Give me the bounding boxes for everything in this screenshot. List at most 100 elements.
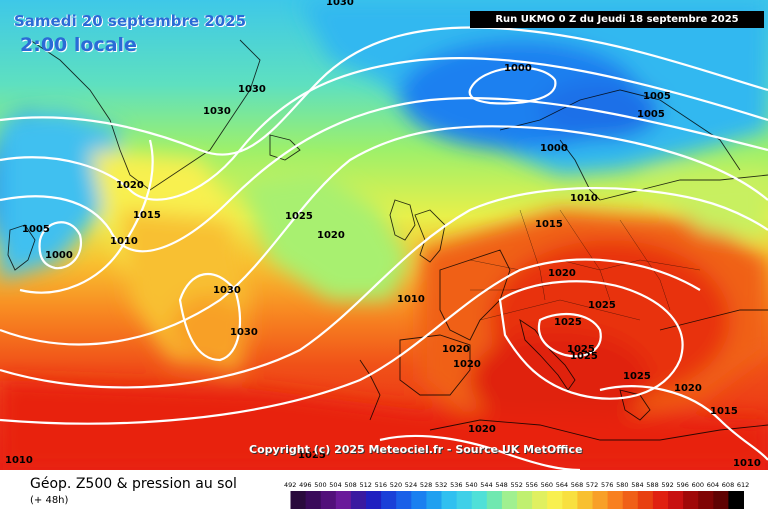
scale-label: 536 bbox=[450, 481, 462, 489]
legend-subtitle: (+ 48h) bbox=[30, 495, 69, 506]
pressure-label: 1025 bbox=[623, 371, 651, 382]
pressure-label: 1025 bbox=[298, 450, 326, 461]
scale-label: 492 bbox=[284, 481, 296, 489]
scale-swatch bbox=[456, 491, 473, 509]
pressure-label: 1005 bbox=[643, 91, 671, 102]
pressure-label: 1025 bbox=[285, 211, 313, 222]
pressure-label: 1030 bbox=[203, 106, 231, 117]
weather-map: 1030 1030 1030 1020 1015 1005 1000 1010 … bbox=[0, 0, 768, 470]
scale-swatch bbox=[547, 491, 563, 509]
scale-label: 600 bbox=[692, 481, 704, 489]
scale-label: 524 bbox=[405, 481, 417, 489]
scale-swatch bbox=[426, 491, 442, 509]
pressure-label: 1025 bbox=[554, 317, 582, 328]
pressure-label: 1015 bbox=[710, 406, 738, 417]
legend-footer: Géop. Z500 & pression au sol (+ 48h) 492… bbox=[0, 470, 768, 512]
scale-label: 504 bbox=[329, 481, 341, 489]
scale-label: 604 bbox=[707, 481, 719, 489]
scale-swatch bbox=[441, 491, 458, 509]
pressure-label: 1020 bbox=[453, 359, 481, 370]
scale-swatch bbox=[622, 491, 639, 509]
scale-label: 520 bbox=[390, 481, 402, 489]
borders bbox=[469, 209, 701, 321]
isobars bbox=[0, 26, 768, 470]
scale-label: 540 bbox=[465, 481, 477, 489]
scale-label: 568 bbox=[571, 481, 583, 489]
scale-swatch bbox=[683, 491, 699, 509]
pressure-label: 1010 bbox=[570, 193, 598, 204]
pressure-label: 1020 bbox=[548, 268, 576, 279]
scale-label: 608 bbox=[722, 481, 734, 489]
scale-swatch bbox=[728, 491, 744, 509]
scale-label: 612 bbox=[737, 481, 749, 489]
scale-label: 556 bbox=[526, 481, 538, 489]
scale-swatch bbox=[290, 491, 307, 509]
scale-swatch bbox=[562, 491, 578, 509]
pressure-label: 1000 bbox=[45, 250, 73, 261]
scale-swatch bbox=[366, 491, 382, 509]
pressure-label: 1025 bbox=[567, 344, 595, 355]
pressure-label: 1020 bbox=[674, 383, 702, 394]
pressure-label: 1030 bbox=[238, 84, 266, 95]
scale-swatch bbox=[501, 491, 518, 509]
scale-label: 512 bbox=[360, 481, 372, 489]
scale-swatch bbox=[411, 491, 427, 509]
scale-swatch bbox=[668, 491, 684, 509]
scale-swatch bbox=[637, 491, 654, 509]
scale-label: 516 bbox=[375, 481, 387, 489]
scale-label: 588 bbox=[646, 481, 658, 489]
forecast-time: 2:00 locale bbox=[20, 34, 137, 56]
scale-label: 576 bbox=[601, 481, 613, 489]
pressure-label: 1020 bbox=[317, 230, 345, 241]
scale-swatch bbox=[471, 491, 488, 509]
legend-title: Géop. Z500 & pression au sol bbox=[30, 476, 237, 492]
pressure-label: 1010 bbox=[397, 294, 425, 305]
pressure-label: 1020 bbox=[468, 424, 496, 435]
model-run-banner: Run UKMO 0 Z du Jeudi 18 septembre 2025 bbox=[470, 11, 764, 28]
pressure-label: 1030 bbox=[230, 327, 258, 338]
scale-swatch bbox=[381, 491, 397, 509]
scale-label: 548 bbox=[495, 481, 507, 489]
pressure-label: 1025 bbox=[570, 351, 598, 362]
scale-swatch bbox=[713, 491, 729, 509]
scale-swatch bbox=[396, 491, 412, 509]
scale-label: 572 bbox=[586, 481, 598, 489]
scale-label: 564 bbox=[556, 481, 568, 489]
scale-label: 528 bbox=[420, 481, 432, 489]
scale-label: 580 bbox=[616, 481, 628, 489]
pressure-label: 1010 bbox=[110, 236, 138, 247]
pressure-label: 1005 bbox=[22, 224, 50, 235]
pressure-label: 1005 bbox=[637, 109, 665, 120]
scale-swatch bbox=[592, 491, 609, 509]
pressure-label: 1000 bbox=[504, 63, 532, 74]
scale-label: 532 bbox=[435, 481, 447, 489]
scale-swatch bbox=[652, 491, 669, 509]
color-scale: 492 496 500 504 508 512 516 520 524 528 532 536 540 5… bbox=[284, 481, 749, 509]
scale-label: 500 bbox=[314, 481, 326, 489]
scale-swatch bbox=[350, 491, 367, 509]
scale-swatch bbox=[607, 491, 624, 509]
pressure-label: 1020 bbox=[116, 180, 144, 191]
scale-label: 592 bbox=[661, 481, 673, 489]
scale-swatch bbox=[335, 491, 352, 509]
pressure-label: 1020 bbox=[442, 344, 470, 355]
scale-swatch bbox=[517, 491, 533, 509]
scale-label: 544 bbox=[480, 481, 492, 489]
scale-label: 496 bbox=[299, 481, 311, 489]
scale-swatch bbox=[486, 491, 503, 509]
pressure-label: 1015 bbox=[133, 210, 161, 221]
forecast-date: Samedi 20 septembre 2025 bbox=[14, 12, 247, 30]
scale-swatch bbox=[305, 491, 322, 509]
scale-label: 508 bbox=[344, 481, 356, 489]
scale-swatch bbox=[320, 491, 337, 509]
pressure-label: 1015 bbox=[535, 219, 563, 230]
scale-swatch bbox=[577, 491, 593, 509]
pressure-label: 1000 bbox=[540, 143, 568, 154]
pressure-label: 1010 bbox=[733, 458, 761, 469]
scale-label: 552 bbox=[511, 481, 523, 489]
scale-swatch bbox=[698, 491, 714, 509]
scale-label: 584 bbox=[631, 481, 643, 489]
pressure-labels: 1030 1030 1030 1020 1015 1005 1000 1010 … bbox=[5, 0, 761, 469]
scale-label: 560 bbox=[541, 481, 553, 489]
